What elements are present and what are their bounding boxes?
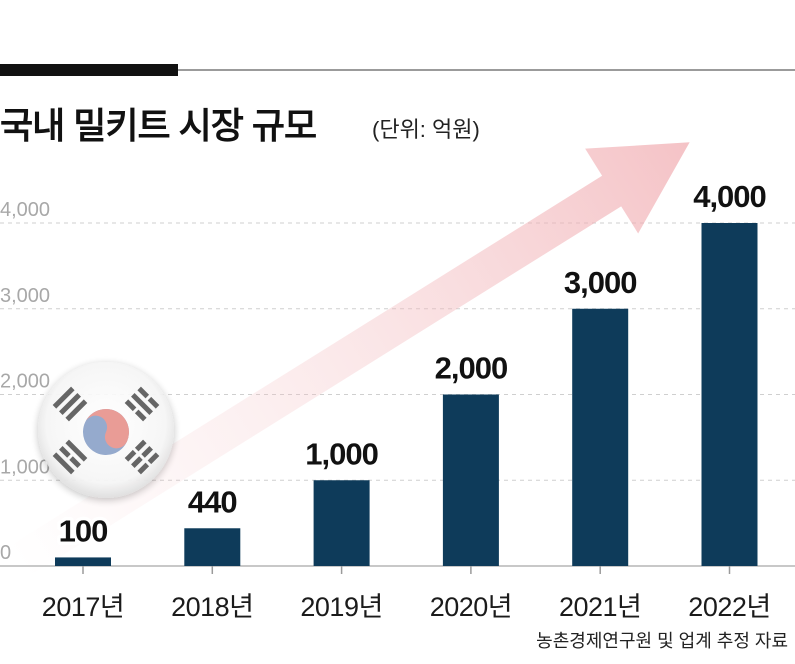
taegeuk-symbol — [83, 409, 129, 455]
trigram-geon — [52, 386, 88, 422]
y-tick-label: 3,000 — [0, 285, 50, 307]
x-tick-label: 2017년 — [42, 592, 124, 622]
y-tick-label: 2,000 — [0, 371, 50, 393]
unit-label: (단위: 억원) — [372, 117, 480, 142]
x-tick-label: 2021년 — [559, 592, 641, 622]
bar — [442, 394, 499, 566]
data-label: 100 — [59, 513, 108, 548]
trigram-ri — [52, 439, 88, 475]
bars — [55, 223, 758, 566]
data-label: 2,000 — [435, 351, 508, 386]
y-tick-label: 4,000 — [0, 199, 50, 221]
bar — [701, 223, 758, 566]
trigram-gon — [124, 439, 160, 475]
y-tick-label: 0 — [0, 542, 11, 564]
value-labels: 100 440 1,000 2,000 3,000 4,000 — [55, 176, 770, 552]
x-axis-ticks: 2017년 2018년 2019년 2020년 2021년 2022년 — [42, 566, 771, 622]
y-axis-tick-labels: 0 1,000 2,000 3,000 4,000 — [0, 199, 50, 564]
header-accent-bar — [0, 64, 178, 76]
y-tick-label: 1,000 — [0, 456, 50, 478]
data-label: 4,000 — [693, 179, 766, 214]
trigram-gam — [124, 386, 160, 422]
bar — [313, 480, 370, 566]
data-label: 3,000 — [564, 265, 637, 300]
trend-arrow-icon — [8, 142, 690, 578]
korean-flag-icon — [38, 362, 174, 498]
chart-title: 국내 밀키트 시장 규모 — [0, 105, 316, 146]
bar — [55, 557, 111, 566]
bar — [184, 528, 241, 566]
x-tick-label: 2019년 — [300, 592, 382, 622]
data-label: 1,000 — [305, 436, 378, 471]
data-label: 440 — [188, 484, 237, 519]
x-tick-label: 2022년 — [688, 592, 770, 622]
source-note: 농촌경제연구원 및 업계 추정 자료 — [536, 631, 788, 651]
x-tick-label: 2018년 — [171, 592, 253, 622]
bar — [572, 308, 629, 566]
x-tick-label: 2020년 — [430, 592, 512, 622]
